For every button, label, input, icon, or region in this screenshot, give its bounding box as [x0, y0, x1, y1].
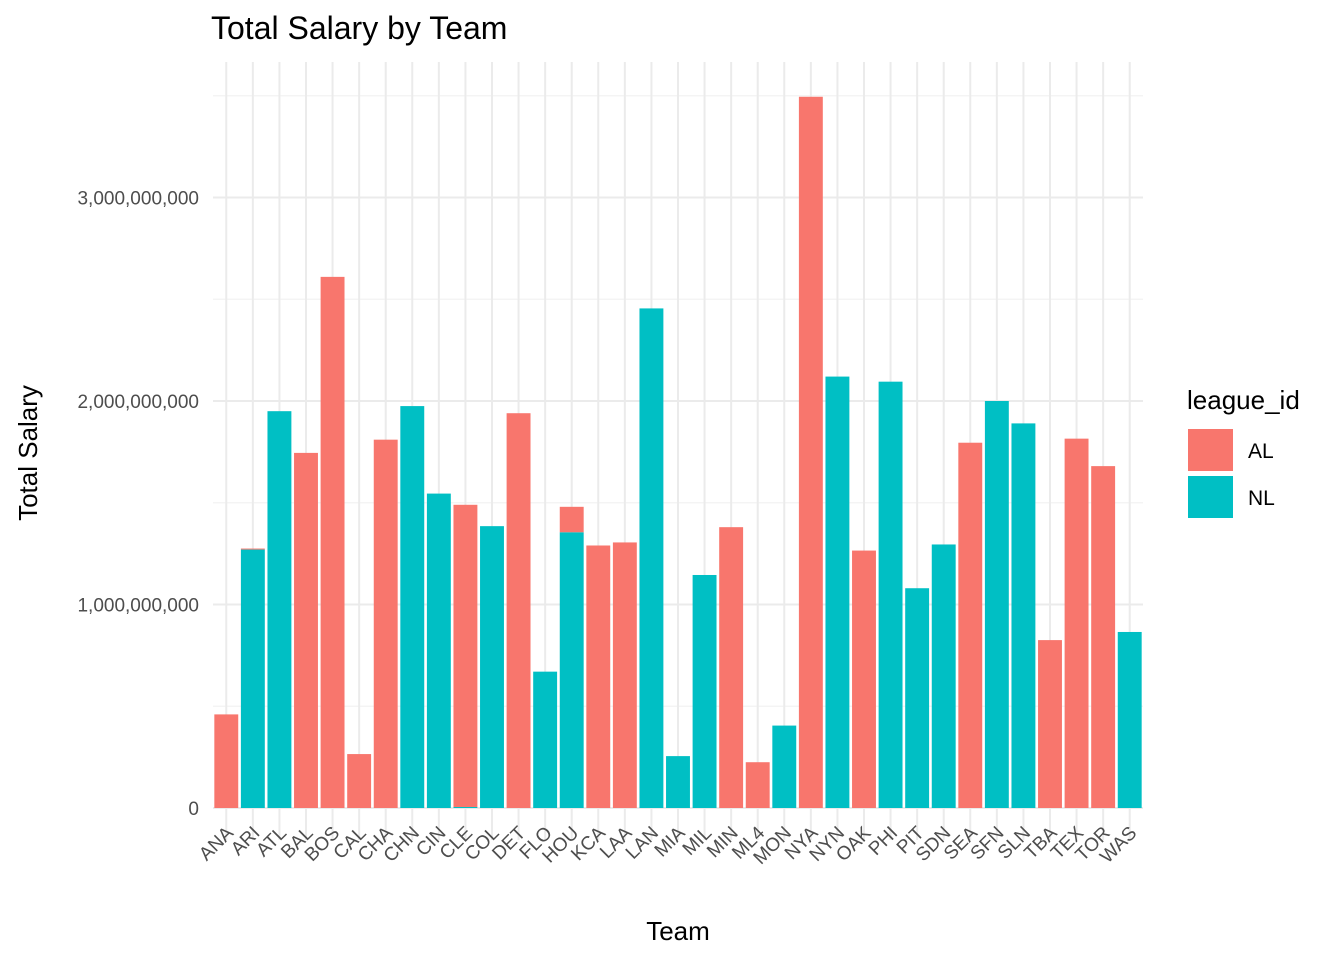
legend-title: league_id — [1187, 385, 1300, 415]
bar-sea-al — [958, 442, 983, 808]
x-axis-tick-labels: ANAARIATLBALBOSCALCHACHNCINCLECOLDETFLOH… — [195, 822, 1141, 868]
bar-ana-al — [214, 714, 239, 808]
bar-col-nl — [480, 526, 504, 808]
bar-atl-nl — [267, 411, 292, 808]
bar-was-nl — [1117, 631, 1142, 808]
bar-pit-nl — [905, 588, 930, 808]
bar-det-al — [506, 413, 531, 808]
bar-sdn-nl — [931, 544, 956, 808]
bar-lan-nl — [639, 308, 664, 808]
legend-label-al: AL — [1248, 440, 1274, 463]
chart-title: Total Salary by Team — [211, 10, 507, 46]
bar-flo-nl — [533, 671, 558, 808]
bar-kca-al — [586, 545, 611, 808]
bar-mia-nl — [666, 756, 690, 808]
bar-ari-nl — [240, 549, 265, 808]
bar-hou-al — [559, 506, 584, 533]
bar-bal-al — [294, 452, 318, 808]
bar-min-al — [719, 527, 744, 808]
legend-label-nl: NL — [1248, 487, 1275, 510]
bars — [214, 96, 1142, 808]
bar-bos-al — [320, 276, 345, 808]
bar-cle-al — [453, 504, 478, 807]
bar-phi-nl — [878, 381, 903, 808]
y-tick-label: 0 — [188, 799, 199, 820]
bar-oak-al — [852, 550, 876, 808]
bar-sfn-nl — [984, 401, 1009, 808]
bar-cin-nl — [426, 493, 451, 808]
bar-tex-al — [1064, 438, 1089, 808]
bar-laa-al — [612, 542, 637, 808]
legend: league_id AL NL — [1187, 385, 1300, 518]
bar-chn-nl — [400, 406, 425, 808]
bar-nyn-nl — [825, 376, 850, 808]
bar-ari-al — [240, 548, 265, 550]
bar-sln-nl — [1011, 423, 1036, 808]
y-tick-label: 1,000,000,000 — [77, 596, 199, 617]
bar-cle-nl — [453, 806, 478, 808]
legend-key-al — [1188, 429, 1233, 471]
bar-mil-nl — [692, 574, 717, 808]
legend-key-nl — [1188, 476, 1233, 518]
y-tick-label: 2,000,000,000 — [77, 392, 199, 413]
bar-ml4-al — [745, 762, 770, 808]
x-axis-title: Team — [646, 916, 710, 946]
bar-tba-al — [1038, 640, 1062, 808]
y-tick-label: 3,000,000,000 — [77, 189, 199, 210]
y-axis-tick-labels: 0 1,000,000,000 2,000,000,000 3,000,000,000 — [77, 189, 199, 821]
bar-cal-al — [347, 754, 372, 808]
bar-hou-nl — [559, 532, 584, 808]
bar-nya-al — [798, 96, 823, 808]
bar-tor-al — [1091, 466, 1116, 808]
bar-mon-nl — [772, 725, 797, 808]
y-axis-title: Total Salary — [13, 385, 43, 521]
bar-cha-al — [373, 439, 398, 808]
